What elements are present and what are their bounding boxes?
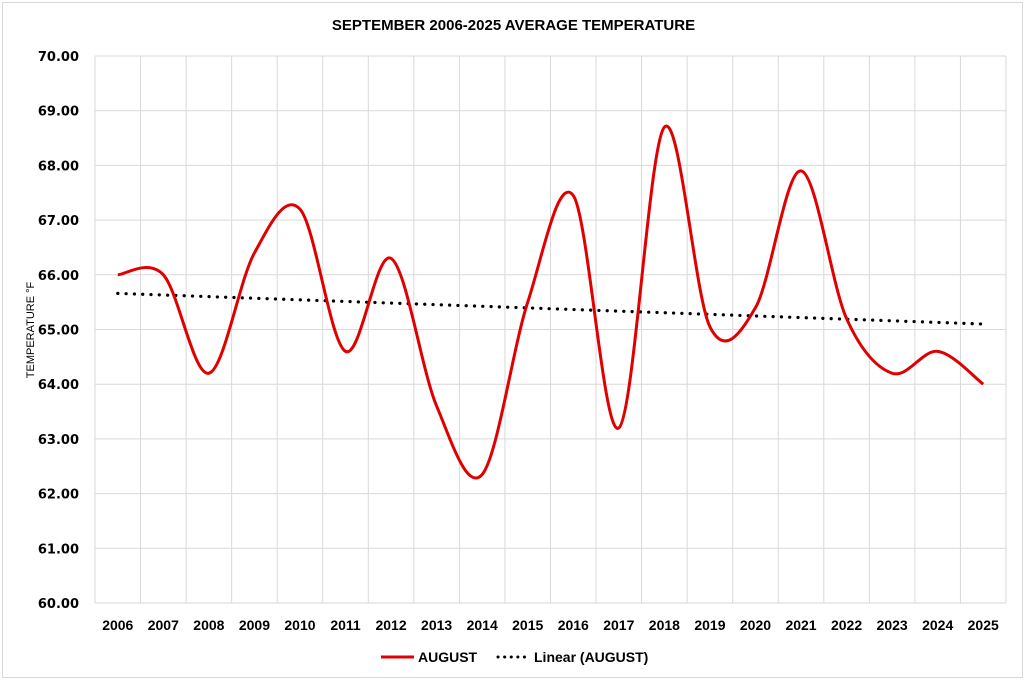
x-tick-label: 2007 [148,617,179,633]
y-tick-label: 63.00 [38,433,79,448]
legend: AUGUST Linear (AUGUST) [381,649,648,665]
x-tick-label: 2010 [284,617,315,633]
x-axis-ticks: 2006 2007 2008 2009 2010 2011 2012 2013 2014 2015… [102,617,999,633]
y-axis-ticks: 60.00 61.00 62.00 63.00 64.00 65.00 66.00 67.00… [38,50,79,612]
series-group [116,124,985,480]
x-tick-label: 2019 [694,617,725,633]
y-tick-label: 64.00 [38,378,79,393]
legend-label-august: AUGUST [418,649,478,665]
x-tick-label: 2008 [193,617,224,633]
trendline-linear-august [116,291,985,326]
x-tick-label: 2006 [102,617,133,633]
y-tick-label: 65.00 [38,324,79,339]
x-tick-label: 2017 [603,617,634,633]
y-tick-label: 66.00 [38,269,79,284]
y-tick-label: 67.00 [38,214,79,229]
y-tick-label: 69.00 [38,105,79,120]
y-tick-label: 68.00 [38,159,79,174]
x-tick-label: 2009 [239,617,270,633]
series-line-august [117,124,985,480]
y-tick-label: 70.00 [38,50,79,65]
y-tick-label: 61.00 [38,542,79,557]
x-tick-label: 2016 [558,617,589,633]
x-tick-label: 2011 [330,617,361,633]
x-tick-label: 2015 [512,617,543,633]
x-tick-label: 2025 [968,617,999,633]
y-tick-label: 62.00 [38,488,79,503]
grid [94,55,1007,604]
x-tick-label: 2012 [375,617,406,633]
x-tick-label: 2024 [922,617,953,633]
x-tick-label: 2022 [831,617,862,633]
y-tick-label: 60.00 [38,597,79,612]
x-tick-label: 2014 [467,617,498,633]
legend-label-linear: Linear (AUGUST) [534,649,648,665]
x-tick-label: 2021 [785,617,816,633]
x-tick-label: 2023 [877,617,908,633]
x-tick-label: 2018 [649,617,680,633]
y-axis-label: TEMPERATURE °F [25,281,37,378]
x-tick-label: 2013 [421,617,452,633]
x-tick-label: 2020 [740,617,771,633]
chart-title: SEPTEMBER 2006-2025 AVERAGE TEMPERATURE [331,17,696,34]
